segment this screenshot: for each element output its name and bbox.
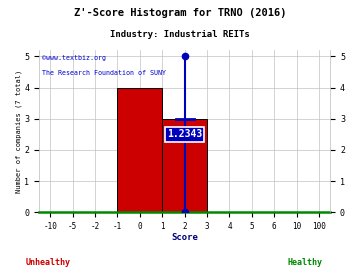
Text: 1.2343: 1.2343 bbox=[167, 129, 202, 139]
Text: Unhealthy: Unhealthy bbox=[25, 258, 70, 267]
Text: The Research Foundation of SUNY: The Research Foundation of SUNY bbox=[42, 70, 166, 76]
Text: Industry: Industrial REITs: Industry: Industrial REITs bbox=[110, 30, 250, 39]
Bar bbox=[117, 87, 162, 212]
Y-axis label: Number of companies (7 total): Number of companies (7 total) bbox=[15, 70, 22, 193]
Text: Z'-Score Histogram for TRNO (2016): Z'-Score Histogram for TRNO (2016) bbox=[74, 8, 286, 18]
Bar bbox=[162, 119, 207, 212]
Text: Healthy: Healthy bbox=[288, 258, 323, 267]
Text: ©www.textbiz.org: ©www.textbiz.org bbox=[42, 55, 106, 61]
X-axis label: Score: Score bbox=[171, 232, 198, 241]
